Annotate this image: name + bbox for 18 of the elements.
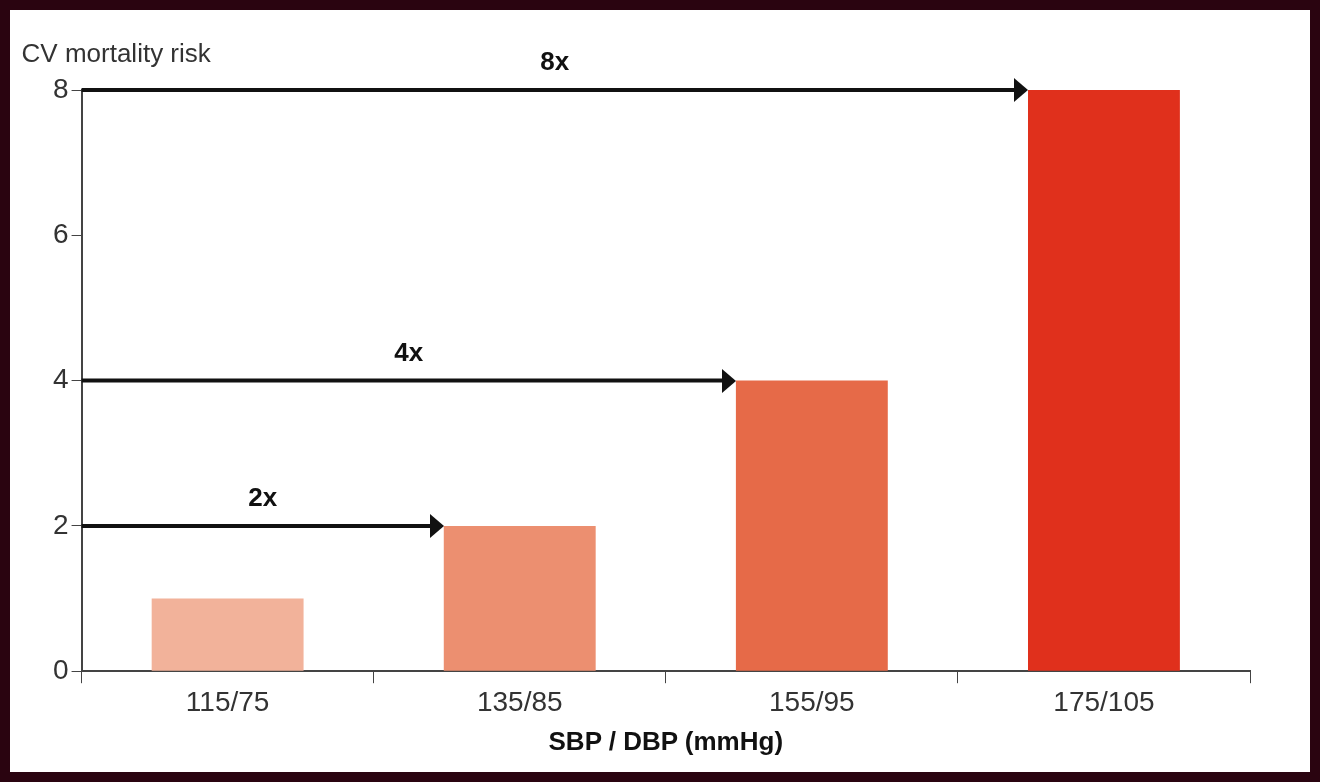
y-tick-label: 6: [52, 218, 69, 250]
y-tick-label: 0: [52, 653, 69, 685]
x-tick-label: 115/75: [185, 685, 270, 717]
x-tick-label: 175/105: [1053, 685, 1155, 717]
y-tick-label: 8: [52, 72, 69, 104]
x-tick-label: 155/95: [769, 685, 855, 717]
x-axis-title: SBP / DBP (mmHg): [548, 725, 784, 756]
y-tick-label: 2: [52, 508, 69, 540]
bar: [1028, 90, 1180, 671]
y-axis-title: CV mortality risk: [21, 38, 212, 69]
y-tick-label: 4: [52, 363, 69, 395]
ref-line-label: 4x: [394, 336, 424, 367]
ref-line-label: 8x: [540, 46, 570, 77]
ref-line-label: 2x: [248, 482, 278, 513]
bar: [443, 525, 596, 671]
bar: [151, 598, 304, 671]
bar: [735, 380, 888, 671]
x-tick-label: 135/85: [476, 685, 563, 717]
